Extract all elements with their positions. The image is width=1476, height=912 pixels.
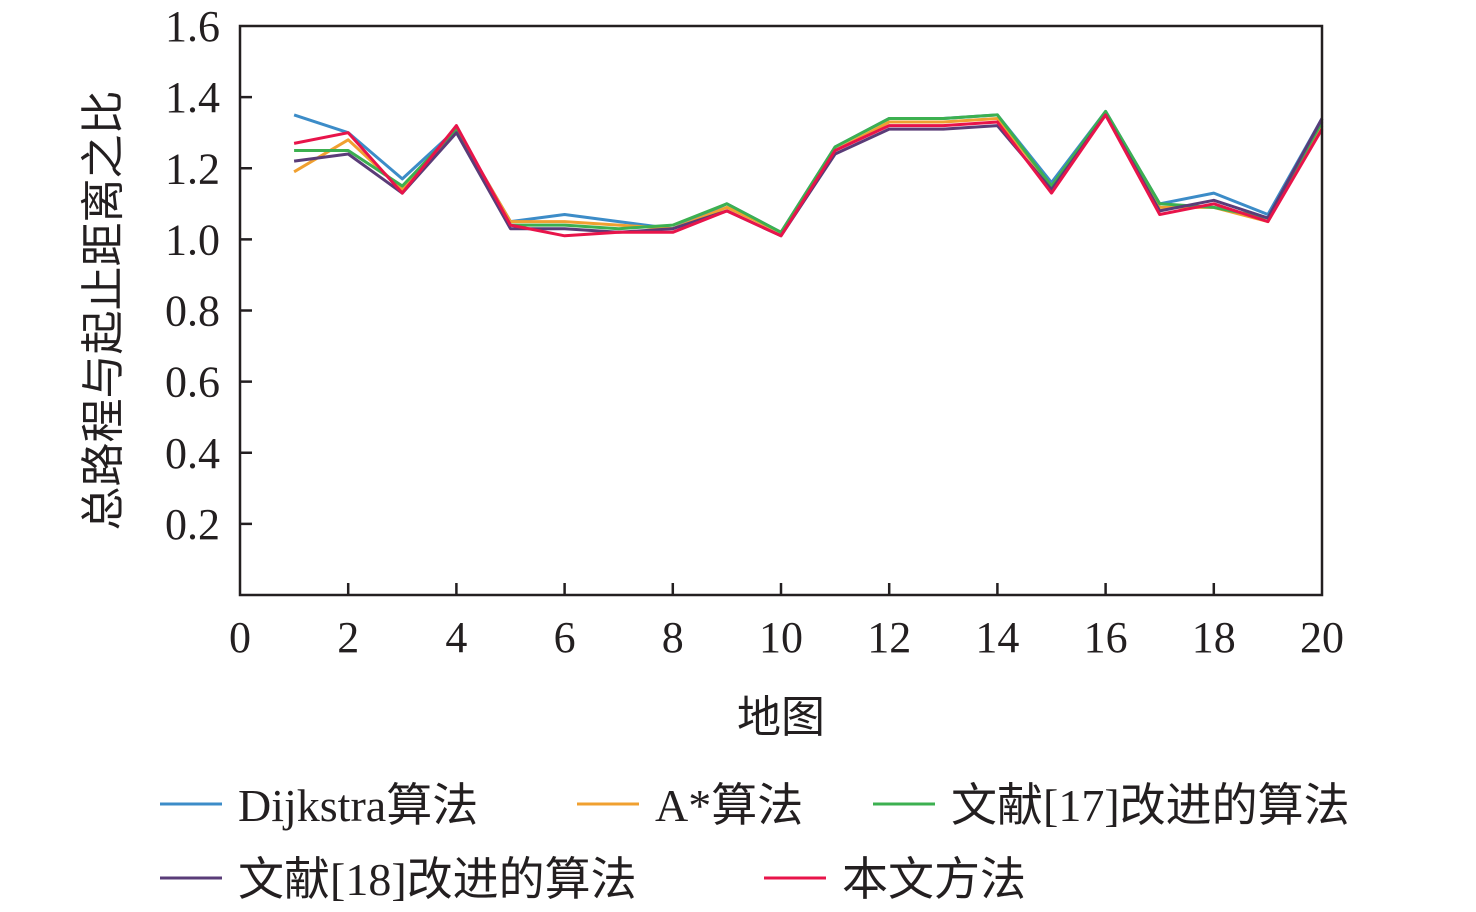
x-tick-label: 8 bbox=[662, 613, 684, 662]
x-tick-label: 0 bbox=[229, 613, 251, 662]
y-tick-label: 0.4 bbox=[165, 429, 220, 478]
series-line-4 bbox=[293, 113, 1324, 238]
x-tick-label: 2 bbox=[337, 613, 359, 662]
y-tick-label: 0.6 bbox=[165, 358, 220, 407]
x-axis-ticks: 0 2 4 6 8 10 12 14 16 18 20 bbox=[229, 583, 1344, 662]
x-tick-label: 18 bbox=[1192, 613, 1236, 662]
x-tick-label: 20 bbox=[1300, 613, 1344, 662]
y-tick-label: 0.2 bbox=[165, 500, 220, 549]
legend-label: 文献[18]改进的算法 bbox=[238, 854, 637, 905]
x-tick-label: 12 bbox=[867, 613, 911, 662]
x-tick-label: 4 bbox=[445, 613, 467, 662]
legend-label: Dijkstra算法 bbox=[238, 780, 478, 831]
legend-label: 本文方法 bbox=[842, 854, 1026, 905]
y-tick-label: 1.4 bbox=[165, 73, 220, 122]
y-tick-label: 0.8 bbox=[165, 287, 220, 336]
y-axis-title: 总路程与起止距离之比 bbox=[79, 91, 128, 531]
legend-label: A*算法 bbox=[655, 780, 803, 831]
series-lines bbox=[293, 109, 1324, 238]
x-axis-title: 地图 bbox=[737, 693, 825, 742]
series-line-2 bbox=[293, 113, 1324, 234]
legend-label: 文献[17]改进的算法 bbox=[951, 780, 1350, 831]
y-axis-ticks: 0.2 0.4 0.6 0.8 1.0 1.2 1.4 1.6 bbox=[165, 2, 252, 549]
series-line-5 bbox=[293, 113, 1324, 238]
plot-frame bbox=[238, 24, 1324, 597]
y-tick-label: 1.0 bbox=[165, 215, 220, 264]
y-tick-label: 1.2 bbox=[165, 144, 220, 193]
x-tick-label: 10 bbox=[759, 613, 803, 662]
x-tick-label: 16 bbox=[1084, 613, 1128, 662]
x-tick-label: 6 bbox=[554, 613, 576, 662]
x-tick-label: 14 bbox=[975, 613, 1019, 662]
y-tick-label: 1.6 bbox=[165, 2, 220, 51]
